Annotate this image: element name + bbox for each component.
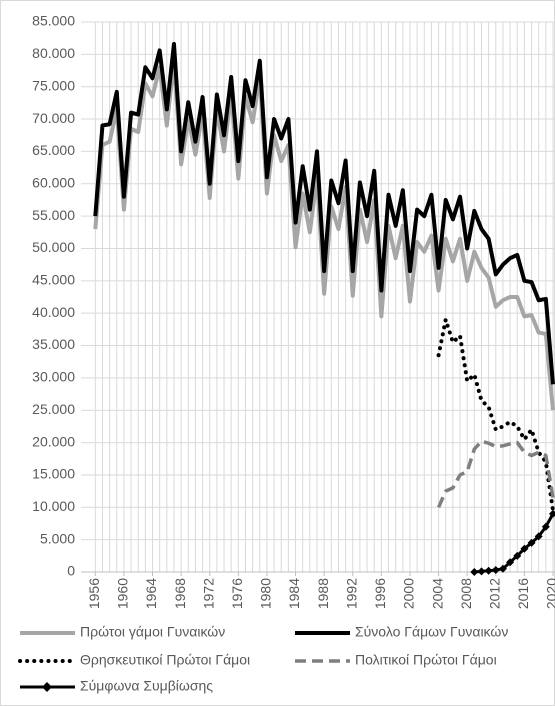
legend-label: Σύνολο Γάμων Γυναικών [355, 624, 508, 640]
y-tick-label: 75.000 [32, 77, 75, 93]
x-tick-label: 1996 [372, 578, 388, 609]
marker [549, 509, 555, 518]
y-tick-label: 70.000 [32, 110, 75, 126]
legend-marker [42, 682, 52, 692]
marker [491, 566, 500, 575]
y-tick-label: 85.000 [32, 13, 75, 29]
legend-label: Σύμφωνα Συμβίωσης [80, 678, 213, 694]
y-tick-label: 25.000 [32, 401, 75, 417]
marker [541, 522, 550, 531]
x-tick-label: 2020 [544, 578, 555, 609]
y-tick-label: 5.000 [40, 530, 75, 546]
marker [513, 551, 522, 560]
series-line [93, 42, 555, 385]
y-tick-label: 30.000 [32, 369, 75, 385]
marker [506, 558, 515, 567]
marker [477, 567, 486, 576]
x-tick-label: 2008 [458, 578, 474, 609]
legend-label: Θρησκευτικοί Πρώτοι Γάμοι [80, 652, 250, 668]
x-tick-label: 2016 [515, 578, 531, 609]
x-tick-label: 1972 [200, 578, 216, 609]
x-tick-label: 2012 [486, 578, 502, 609]
x-tick-label: 1956 [86, 578, 102, 609]
y-tick-label: 80.000 [32, 45, 75, 61]
x-tick-label: 1992 [343, 578, 359, 609]
x-tick-label: 1964 [143, 578, 159, 609]
y-tick-label: 35.000 [32, 336, 75, 352]
y-tick-label: 50.000 [32, 239, 75, 255]
legend-label: Πρώτοι γάμοι Γυναικών [80, 624, 225, 640]
x-tick-label: 1980 [258, 578, 274, 609]
y-tick-label: 60.000 [32, 174, 75, 190]
marker [527, 538, 536, 547]
x-tick-label: 2004 [429, 578, 445, 609]
x-tick-label: 2000 [401, 578, 417, 609]
x-tick-label: 1976 [229, 578, 245, 609]
y-tick-label: 45.000 [32, 272, 75, 288]
x-tick-label: 1960 [115, 578, 131, 609]
y-tick-label: 0 [67, 563, 75, 579]
series-line [436, 439, 555, 509]
marker [484, 566, 493, 575]
y-tick-label: 20.000 [32, 433, 75, 449]
y-tick-label: 65.000 [32, 142, 75, 158]
y-tick-label: 10.000 [32, 498, 75, 514]
legend-label: Πολιτικοί Πρώτοι Γάμοι [355, 652, 497, 668]
x-tick-label: 1984 [286, 578, 302, 609]
y-tick-label: 55.000 [32, 207, 75, 223]
series-line [436, 317, 555, 513]
marker [520, 544, 529, 553]
marker [470, 568, 479, 576]
plot-area [93, 42, 555, 576]
marker [534, 532, 543, 541]
y-tick-label: 40.000 [32, 304, 75, 320]
x-tick-label: 1968 [172, 578, 188, 609]
marker [498, 564, 507, 573]
x-tick-label: 1988 [315, 578, 331, 609]
y-tick-label: 15.000 [32, 466, 75, 482]
